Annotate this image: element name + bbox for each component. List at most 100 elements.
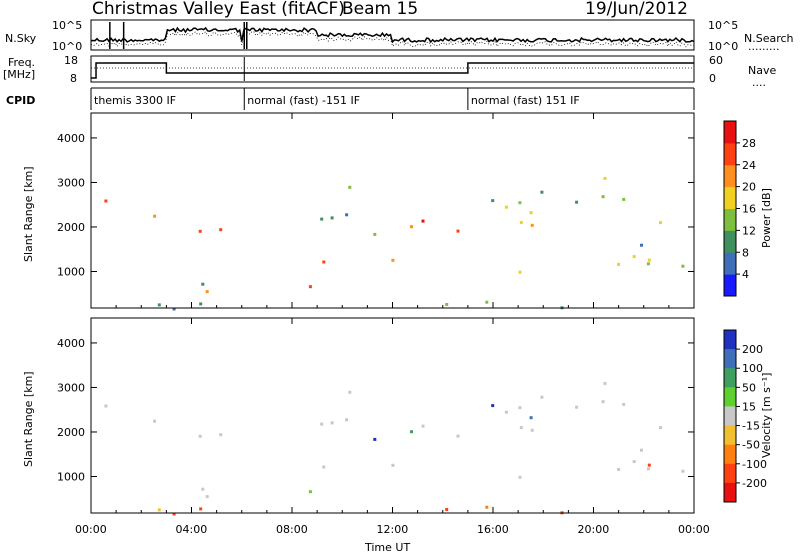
power-cell <box>518 201 522 205</box>
colorbar-swatch <box>724 425 736 446</box>
noise-right-label: N.Search <box>744 32 794 45</box>
power-panel: 1000 2000 3000 4000 Slant Range [km] 4 8 12 16… <box>22 112 773 513</box>
velocity-panel-frame <box>90 317 695 514</box>
power-cell <box>199 302 203 306</box>
velocity-ylabel: Slant Range [km] <box>22 371 35 467</box>
colorbar-swatch <box>724 252 736 275</box>
time-tick-label: 00:00 <box>75 523 107 536</box>
colorbar-swatch <box>724 349 736 369</box>
velocity-cell <box>198 434 202 438</box>
colorbar-swatch <box>724 121 736 144</box>
velocity-cell <box>219 433 223 437</box>
power-cell <box>603 176 607 180</box>
time-tick-label: 08:00 <box>276 523 308 536</box>
colorbar-tick-label: 100 <box>742 362 763 375</box>
power-cell <box>157 303 161 307</box>
velocity-cell <box>575 405 579 409</box>
power-cell <box>640 243 643 247</box>
colorbar-tick-label: -200 <box>742 477 767 490</box>
date-label: 19/Jun/2012 <box>585 0 688 19</box>
range-tick-label: 1000 <box>57 265 85 278</box>
range-tick-label: 3000 <box>57 176 85 189</box>
power-y-ticks: 1000 2000 3000 4000 <box>57 132 694 278</box>
velocity-cell <box>348 390 352 394</box>
velocity-cell <box>622 402 626 406</box>
power-cell <box>445 303 449 306</box>
colorbar-swatch <box>724 330 736 350</box>
power-panel-frame <box>90 112 695 309</box>
colorbar-swatch <box>724 463 736 484</box>
velocity-cell <box>330 421 334 425</box>
velocity-cell <box>172 512 176 516</box>
power-cell <box>519 221 523 224</box>
colorbar-tick-label: -15 <box>742 420 760 433</box>
power-cell <box>391 258 395 262</box>
velocity-cell <box>104 404 108 408</box>
colorbar-swatch <box>724 142 736 166</box>
colorbar-tick-label: 28 <box>742 137 756 150</box>
velocity-cell <box>518 406 522 410</box>
colorbar-swatch <box>724 444 736 465</box>
velocity-cell <box>345 418 349 422</box>
cpid-segment-label: normal (fast) -151 IF <box>247 94 360 107</box>
noise-ytick-bottom-right: 10^0 <box>708 40 738 53</box>
power-cell <box>529 211 533 215</box>
velocity-cell <box>681 469 685 473</box>
colorbar-swatch <box>724 274 736 297</box>
velocity-panel: 1000 2000 3000 4000 Slant Range [km] 200 100… <box>22 317 773 516</box>
velocity-cell <box>646 467 650 471</box>
colorbar-swatch <box>724 230 736 253</box>
power-cell <box>198 229 202 233</box>
range-tick-label: 4000 <box>57 337 85 350</box>
power-colorbar-label: Power [dB] <box>760 188 773 248</box>
power-ylabel: Slant Range [km] <box>22 166 35 262</box>
velocity-cell <box>491 404 495 408</box>
range-tick-label: 2000 <box>57 426 85 439</box>
velocity-colorbar: 200 100 50 15 -15 -50 -100 -200 <box>723 329 767 503</box>
power-cell <box>659 221 662 225</box>
power-cell <box>322 260 326 264</box>
power-cell <box>104 199 108 203</box>
velocity-cell <box>157 508 161 512</box>
colorbar-swatch <box>724 208 736 231</box>
power-cell <box>308 285 312 289</box>
power-cell <box>219 228 223 232</box>
time-tick-label: 04:00 <box>176 523 208 536</box>
velocity-cell <box>504 410 508 414</box>
velocity-cell <box>659 426 662 430</box>
range-tick-label: 3000 <box>57 381 85 394</box>
colorbar-tick-label: -50 <box>742 439 760 452</box>
velocity-cell <box>308 490 312 494</box>
freq-tick-top: 18 <box>64 54 78 67</box>
nave-tick-bottom: 0 <box>709 72 716 85</box>
velocity-cell <box>518 475 522 479</box>
power-colorbar: 4 8 12 16 20 24 28 <box>723 120 756 297</box>
noise-right-legend-dots: ......... <box>748 40 779 53</box>
freq-tick-bottom: 8 <box>70 72 77 85</box>
power-heatmap-cells <box>104 113 685 513</box>
colorbar-tick-label: 200 <box>742 343 763 356</box>
noise-ytick-bottom: 10^0 <box>52 40 82 53</box>
time-axis-label: Time UT <box>364 541 410 554</box>
power-cell <box>518 270 522 274</box>
cpid-row: themis 3300 IF normal (fast) -151 IF norma… <box>90 87 695 110</box>
colorbar-swatch <box>724 186 736 209</box>
power-cell <box>345 213 349 217</box>
velocity-cell <box>603 381 607 385</box>
range-tick-label: 2000 <box>57 221 85 234</box>
power-cell <box>201 282 205 286</box>
velocity-cell <box>519 426 523 429</box>
power-cell <box>530 223 534 227</box>
cpid-segment-label: themis 3300 IF <box>94 94 176 107</box>
velocity-cell <box>322 465 326 469</box>
colorbar-swatch <box>724 406 736 427</box>
power-cell <box>622 197 626 201</box>
power-cell <box>373 232 377 236</box>
time-tick-label: 12:00 <box>377 523 409 536</box>
colorbar-swatch <box>724 368 736 388</box>
noise-panel-frame <box>90 19 695 51</box>
power-cell <box>410 225 413 229</box>
noise-search-line <box>90 31 695 48</box>
power-cell <box>601 195 605 199</box>
velocity-cell <box>153 419 157 423</box>
